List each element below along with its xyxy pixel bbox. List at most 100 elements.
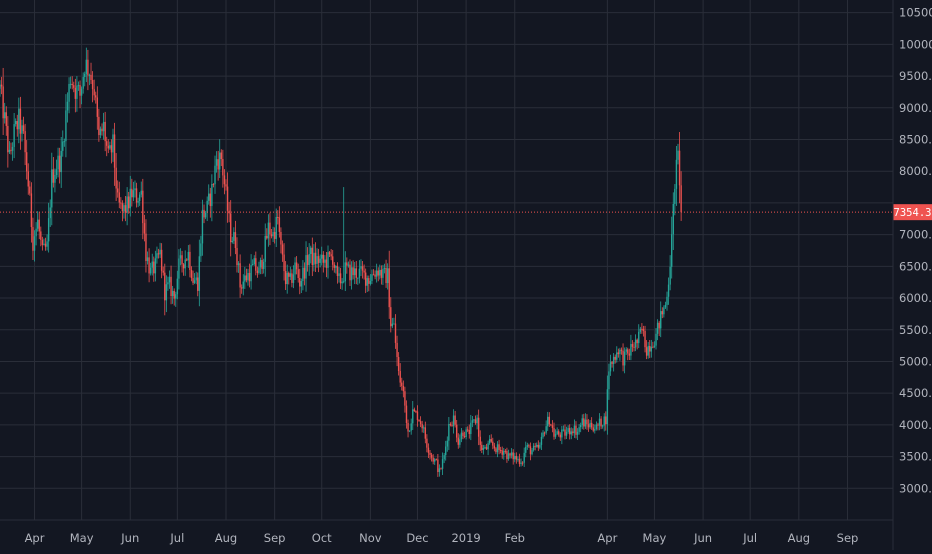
last-price-line: 7354.3 <box>0 204 932 221</box>
candle-body <box>47 218 50 242</box>
candle-body <box>391 323 394 327</box>
candle-body <box>380 269 383 278</box>
candle-body <box>581 418 583 426</box>
candle-body <box>477 417 480 437</box>
candle-body <box>96 97 99 117</box>
candle-body <box>212 184 215 186</box>
candle-body <box>443 455 445 460</box>
candle-body <box>234 232 237 249</box>
candle-body <box>171 290 174 297</box>
candle-body <box>393 323 395 325</box>
candle-body <box>149 267 152 274</box>
candle-body <box>148 257 150 274</box>
candle-body <box>390 307 392 327</box>
candle-body <box>112 134 114 153</box>
candle-body <box>146 257 149 262</box>
candle-body <box>465 429 467 437</box>
candle-body <box>286 272 288 285</box>
candle-body <box>523 452 525 463</box>
candle-body <box>71 83 73 86</box>
price-tick-label: 9500. <box>899 69 932 83</box>
candle-body <box>325 259 328 268</box>
candle-body <box>419 421 422 425</box>
candle-body <box>353 268 356 276</box>
candle-body <box>396 342 398 358</box>
candle-body <box>124 205 127 213</box>
candle-body <box>266 235 268 239</box>
candle-body <box>434 459 436 462</box>
candle-body <box>349 264 351 281</box>
candle-body <box>358 268 361 278</box>
candle-body <box>317 256 320 263</box>
candle-body <box>357 277 359 279</box>
price-tick-label: 6000. <box>899 291 932 305</box>
candle-body <box>587 424 590 428</box>
candle-body <box>29 186 31 194</box>
candle-body <box>385 267 387 284</box>
candle-body <box>278 217 281 232</box>
candle-body <box>540 436 543 445</box>
candle-body <box>501 450 503 455</box>
candle-body <box>429 452 431 455</box>
candle-body <box>645 347 648 356</box>
candle-body <box>536 444 538 447</box>
candle-body <box>167 282 169 285</box>
candle-body <box>330 254 332 257</box>
candle-body <box>250 265 252 282</box>
candle-body <box>299 278 301 287</box>
candle-body <box>515 455 518 460</box>
candle-body <box>664 304 667 308</box>
candle-body <box>660 311 662 329</box>
candle-body <box>319 258 321 263</box>
candle-body <box>612 356 615 364</box>
candle-body <box>98 116 100 136</box>
candle-body <box>193 280 196 283</box>
candle-body <box>514 455 516 460</box>
candle-body <box>264 235 266 262</box>
candle-body <box>401 382 403 386</box>
candle-body <box>529 446 532 455</box>
candle-body <box>197 277 199 291</box>
candle-body <box>346 262 348 266</box>
candle-body <box>415 411 417 413</box>
candle-body <box>366 278 368 286</box>
candle-body <box>142 190 144 224</box>
candle-body <box>570 431 572 435</box>
candle-body <box>402 385 405 392</box>
price-tick-label: 4000. <box>899 418 932 432</box>
candle-body <box>292 274 295 283</box>
time-axis[interactable]: Apr May Jun Jul Aug Sep Oct Nov Dec 2019 Feb Apr May… <box>0 519 893 545</box>
candle-body <box>281 244 284 255</box>
candle-body <box>138 194 141 202</box>
candle-body <box>383 267 386 269</box>
candle-body <box>561 429 563 438</box>
candle-body <box>214 165 216 185</box>
candle-body <box>405 405 408 423</box>
candle-body <box>219 152 221 170</box>
candle-body <box>49 207 51 219</box>
candle-body <box>126 196 128 213</box>
candle-body <box>270 234 273 237</box>
candle-body <box>623 351 626 366</box>
candle-body <box>314 252 317 264</box>
time-tick-label: Jul <box>742 531 757 545</box>
candle-body <box>551 425 554 429</box>
candle-body <box>512 452 514 460</box>
candle-body <box>634 339 637 348</box>
candle-body <box>528 445 530 447</box>
price-axis[interactable]: 3000. 3500. 4000. 4500. 5000. 5500. 6000. 6500.… <box>892 0 932 550</box>
candle-body <box>490 439 492 442</box>
price-tick-label: 8500. <box>899 133 932 147</box>
candle-body <box>181 255 183 265</box>
candle-body <box>82 76 84 89</box>
candle-body <box>311 247 314 266</box>
candle-body <box>462 432 464 436</box>
candle-body <box>306 255 309 266</box>
candle-body <box>531 450 533 455</box>
candle-body <box>291 273 293 283</box>
candle-body <box>518 458 521 464</box>
candle-body <box>435 459 437 461</box>
candle-body <box>247 272 249 281</box>
